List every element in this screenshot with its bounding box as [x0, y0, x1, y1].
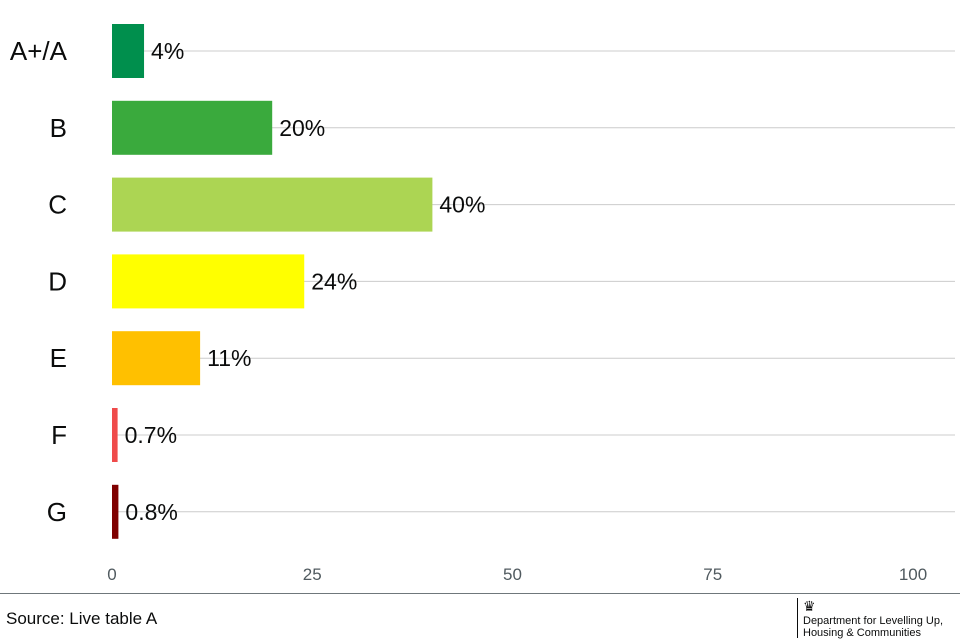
data-label: 20%	[279, 115, 325, 141]
x-tick-label: 0	[107, 565, 116, 584]
source-note: Source: Live table A	[6, 609, 158, 628]
footer-divider	[0, 593, 960, 594]
org-logo: ♛ Department for Levelling Up, Housing &…	[797, 598, 944, 639]
org-name-line-1: Department for Levelling Up,	[803, 615, 944, 627]
category-label: C	[48, 190, 67, 220]
category-label: B	[50, 113, 67, 143]
bar	[112, 24, 145, 78]
data-label: 4%	[151, 38, 184, 64]
x-tick-label: 100	[899, 565, 927, 584]
category-label: A+/A	[10, 36, 68, 66]
category-label: F	[51, 420, 67, 450]
data-label: 40%	[439, 192, 485, 218]
x-tick-label: 50	[503, 565, 522, 584]
category-label: E	[50, 343, 67, 373]
category-label: G	[47, 497, 67, 527]
category-label: D	[48, 266, 67, 296]
bar	[112, 408, 118, 462]
bar-chart: A+/A 4% B 20% C 40% D 24% E 11% F 0.7% G 0.8% 0 25 50 75 1…	[10, 24, 955, 584]
org-name-line-2: Housing & Communities	[803, 627, 921, 639]
bar	[112, 331, 201, 386]
royal-crest-icon: ♛	[803, 598, 816, 614]
bar	[112, 100, 273, 155]
x-tick-label: 75	[703, 565, 722, 584]
x-tick-label: 25	[303, 565, 322, 584]
bar	[112, 254, 305, 309]
data-label: 11%	[207, 345, 251, 371]
bar	[112, 177, 433, 232]
data-label: 24%	[311, 268, 357, 294]
data-label: 0.7%	[125, 422, 177, 448]
bar	[112, 484, 119, 539]
data-label: 0.8%	[125, 499, 177, 525]
